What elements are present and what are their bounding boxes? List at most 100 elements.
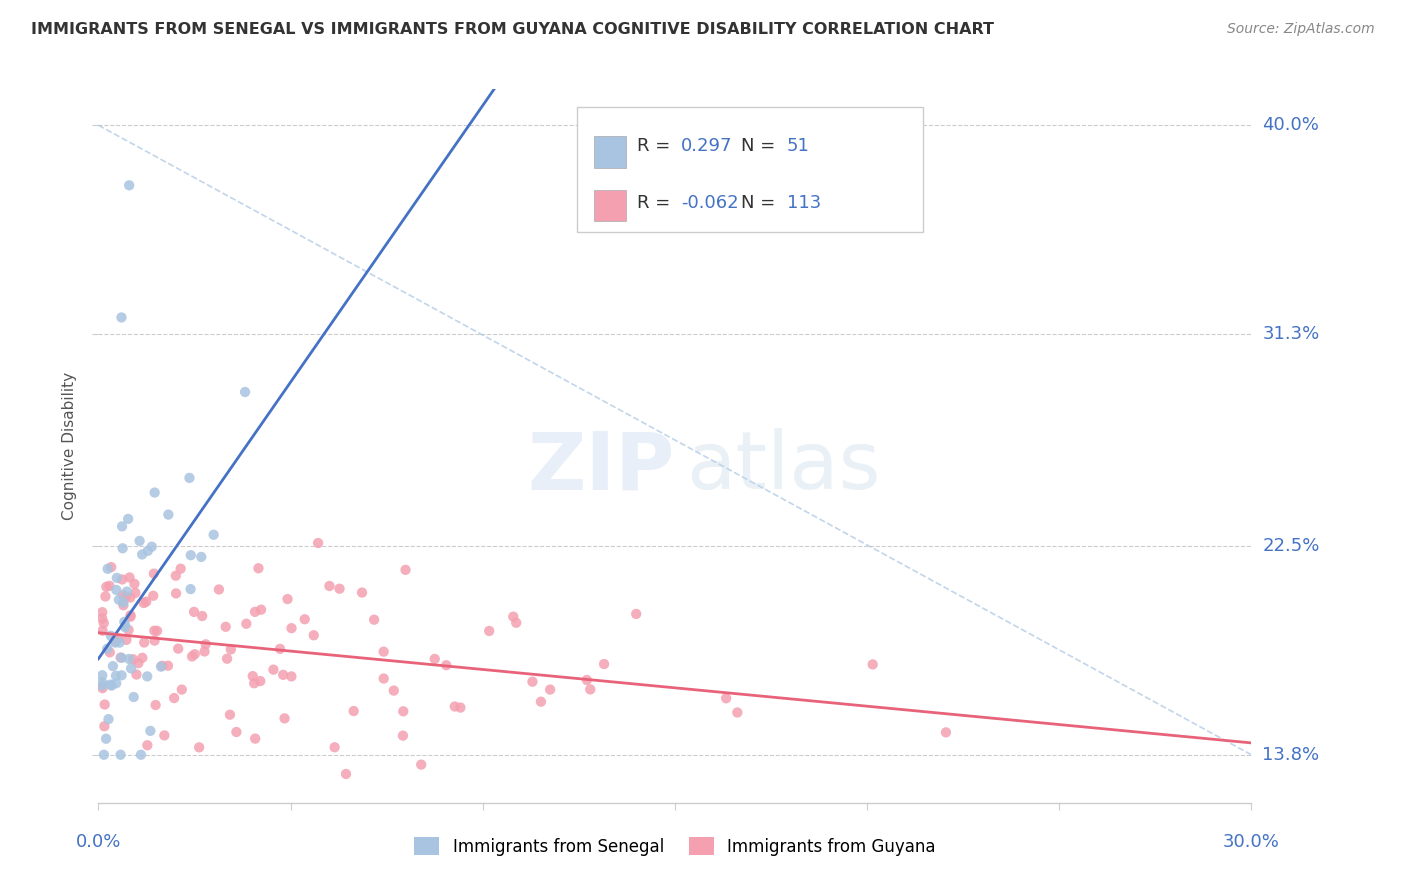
- Point: [530, 695, 553, 709]
- Point: [215, 651, 238, 665]
- Point: [111, 541, 134, 556]
- Point: [128, 533, 150, 548]
- Point: [100, 629, 122, 643]
- Point: [143, 633, 166, 648]
- Text: 30.0%: 30.0%: [1223, 833, 1279, 851]
- Point: [136, 739, 159, 753]
- Point: [443, 699, 465, 714]
- Point: [249, 674, 271, 689]
- Point: [117, 512, 139, 526]
- Y-axis label: Cognitive Disability: Cognitive Disability: [62, 372, 77, 520]
- Point: [219, 707, 242, 722]
- Point: [124, 586, 146, 600]
- Text: 51: 51: [787, 137, 810, 155]
- Point: [392, 729, 415, 743]
- Point: [449, 700, 471, 714]
- Point: [302, 628, 325, 642]
- Point: [94, 731, 117, 746]
- Legend: Immigrants from Senegal, Immigrants from Guyana: Immigrants from Senegal, Immigrants from…: [408, 830, 942, 863]
- Point: [141, 540, 163, 554]
- Point: [183, 605, 205, 619]
- Point: [250, 602, 273, 616]
- Point: [101, 659, 124, 673]
- Text: ZIP: ZIP: [527, 428, 675, 507]
- Point: [169, 562, 191, 576]
- Point: [225, 725, 247, 739]
- Point: [243, 605, 266, 619]
- Text: -0.062: -0.062: [681, 194, 738, 212]
- Point: [423, 652, 446, 666]
- Text: 31.3%: 31.3%: [1263, 326, 1320, 343]
- Point: [394, 563, 416, 577]
- Point: [188, 740, 211, 755]
- Point: [411, 757, 433, 772]
- Point: [104, 635, 127, 649]
- Point: [294, 612, 316, 626]
- Text: IMMIGRANTS FROM SENEGAL VS IMMIGRANTS FROM GUYANA COGNITIVE DISABILITY CORRELATI: IMMIGRANTS FROM SENEGAL VS IMMIGRANTS FR…: [31, 22, 994, 37]
- Point: [215, 620, 238, 634]
- Point: [725, 706, 748, 720]
- Point: [136, 669, 159, 683]
- Point: [91, 612, 114, 626]
- Point: [94, 590, 117, 604]
- Text: 113: 113: [787, 194, 821, 212]
- Point: [117, 623, 139, 637]
- Point: [190, 549, 212, 564]
- Point: [243, 676, 266, 690]
- Point: [114, 618, 136, 632]
- Point: [150, 658, 173, 673]
- Point: [112, 596, 135, 610]
- Point: [120, 608, 142, 623]
- Point: [146, 624, 169, 638]
- Text: 0.297: 0.297: [681, 137, 733, 155]
- Point: [91, 681, 114, 696]
- Point: [107, 632, 129, 646]
- Point: [382, 683, 405, 698]
- Point: [233, 384, 256, 399]
- Text: 22.5%: 22.5%: [1263, 537, 1320, 555]
- Point: [624, 607, 647, 621]
- Point: [93, 719, 115, 733]
- Point: [280, 669, 302, 683]
- Point: [242, 669, 264, 683]
- Point: [280, 621, 302, 635]
- Point: [98, 579, 121, 593]
- Point: [307, 536, 329, 550]
- Point: [318, 579, 340, 593]
- Point: [100, 560, 122, 574]
- Point: [208, 582, 231, 597]
- Point: [170, 682, 193, 697]
- Point: [97, 712, 120, 726]
- Point: [115, 584, 138, 599]
- Point: [108, 592, 131, 607]
- Point: [193, 644, 215, 658]
- Point: [714, 691, 737, 706]
- Point: [108, 635, 131, 649]
- Point: [97, 562, 120, 576]
- Point: [91, 605, 114, 619]
- Point: [335, 767, 357, 781]
- Point: [247, 561, 270, 575]
- Point: [575, 673, 598, 687]
- Point: [142, 566, 165, 581]
- Point: [118, 178, 141, 193]
- Point: [91, 624, 114, 638]
- Point: [110, 650, 132, 665]
- Point: [131, 650, 153, 665]
- Point: [328, 582, 350, 596]
- Point: [136, 544, 159, 558]
- Point: [105, 676, 128, 690]
- Point: [579, 682, 602, 697]
- Point: [202, 528, 225, 542]
- Point: [350, 585, 373, 599]
- Point: [122, 652, 145, 666]
- Point: [125, 667, 148, 681]
- Point: [180, 548, 202, 562]
- Point: [96, 580, 118, 594]
- Point: [105, 571, 128, 585]
- Point: [132, 596, 155, 610]
- Point: [505, 615, 527, 630]
- Point: [124, 577, 146, 591]
- Point: [105, 582, 128, 597]
- Point: [127, 656, 149, 670]
